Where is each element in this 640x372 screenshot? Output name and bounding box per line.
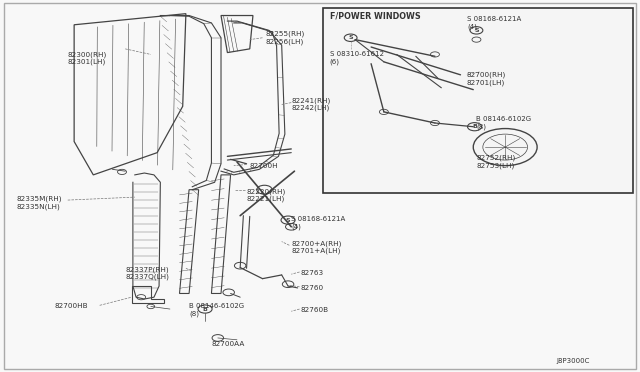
Text: S: S — [285, 218, 291, 222]
Text: 82241(RH)
82242(LH): 82241(RH) 82242(LH) — [291, 97, 330, 112]
Text: F/POWER WINDOWS: F/POWER WINDOWS — [330, 11, 420, 20]
Text: 82700(RH)
82701(LH): 82700(RH) 82701(LH) — [467, 71, 506, 86]
Text: 82763: 82763 — [301, 270, 324, 276]
Text: 82220(RH)
82221(LH): 82220(RH) 82221(LH) — [246, 188, 286, 202]
Text: S: S — [348, 35, 353, 40]
Text: 82300(RH)
82301(LH): 82300(RH) 82301(LH) — [68, 51, 107, 65]
Text: J8P3000C: J8P3000C — [556, 358, 589, 364]
Text: S 08310-61612
(6): S 08310-61612 (6) — [330, 51, 383, 65]
Text: 82700AA: 82700AA — [211, 340, 245, 346]
Text: 82700+A(RH)
82701+A(LH): 82700+A(RH) 82701+A(LH) — [291, 240, 342, 254]
Text: S: S — [474, 28, 479, 33]
Text: B 08146-6102G
(8): B 08146-6102G (8) — [476, 116, 532, 130]
Text: B: B — [203, 307, 207, 311]
Text: 82255(RH)
82256(LH): 82255(RH) 82256(LH) — [266, 31, 305, 45]
Text: 82760: 82760 — [301, 285, 324, 291]
Text: S 08168-6121A
(4): S 08168-6121A (4) — [291, 216, 346, 230]
Text: 82337P(RH)
82337Q(LH): 82337P(RH) 82337Q(LH) — [125, 266, 169, 280]
Text: 82700H: 82700H — [250, 163, 278, 169]
FancyBboxPatch shape — [323, 8, 633, 193]
Text: S 08168-6121A
(4): S 08168-6121A (4) — [467, 16, 521, 30]
Text: 82760B: 82760B — [301, 307, 329, 313]
Text: 82335M(RH)
82335N(LH): 82335M(RH) 82335N(LH) — [17, 196, 62, 210]
Text: B: B — [472, 124, 477, 129]
Text: 82700HB: 82700HB — [55, 304, 88, 310]
Text: B 08146-6102G
(8): B 08146-6102G (8) — [189, 304, 244, 317]
Text: 82752(RH)
82753(LH): 82752(RH) 82753(LH) — [476, 155, 516, 169]
